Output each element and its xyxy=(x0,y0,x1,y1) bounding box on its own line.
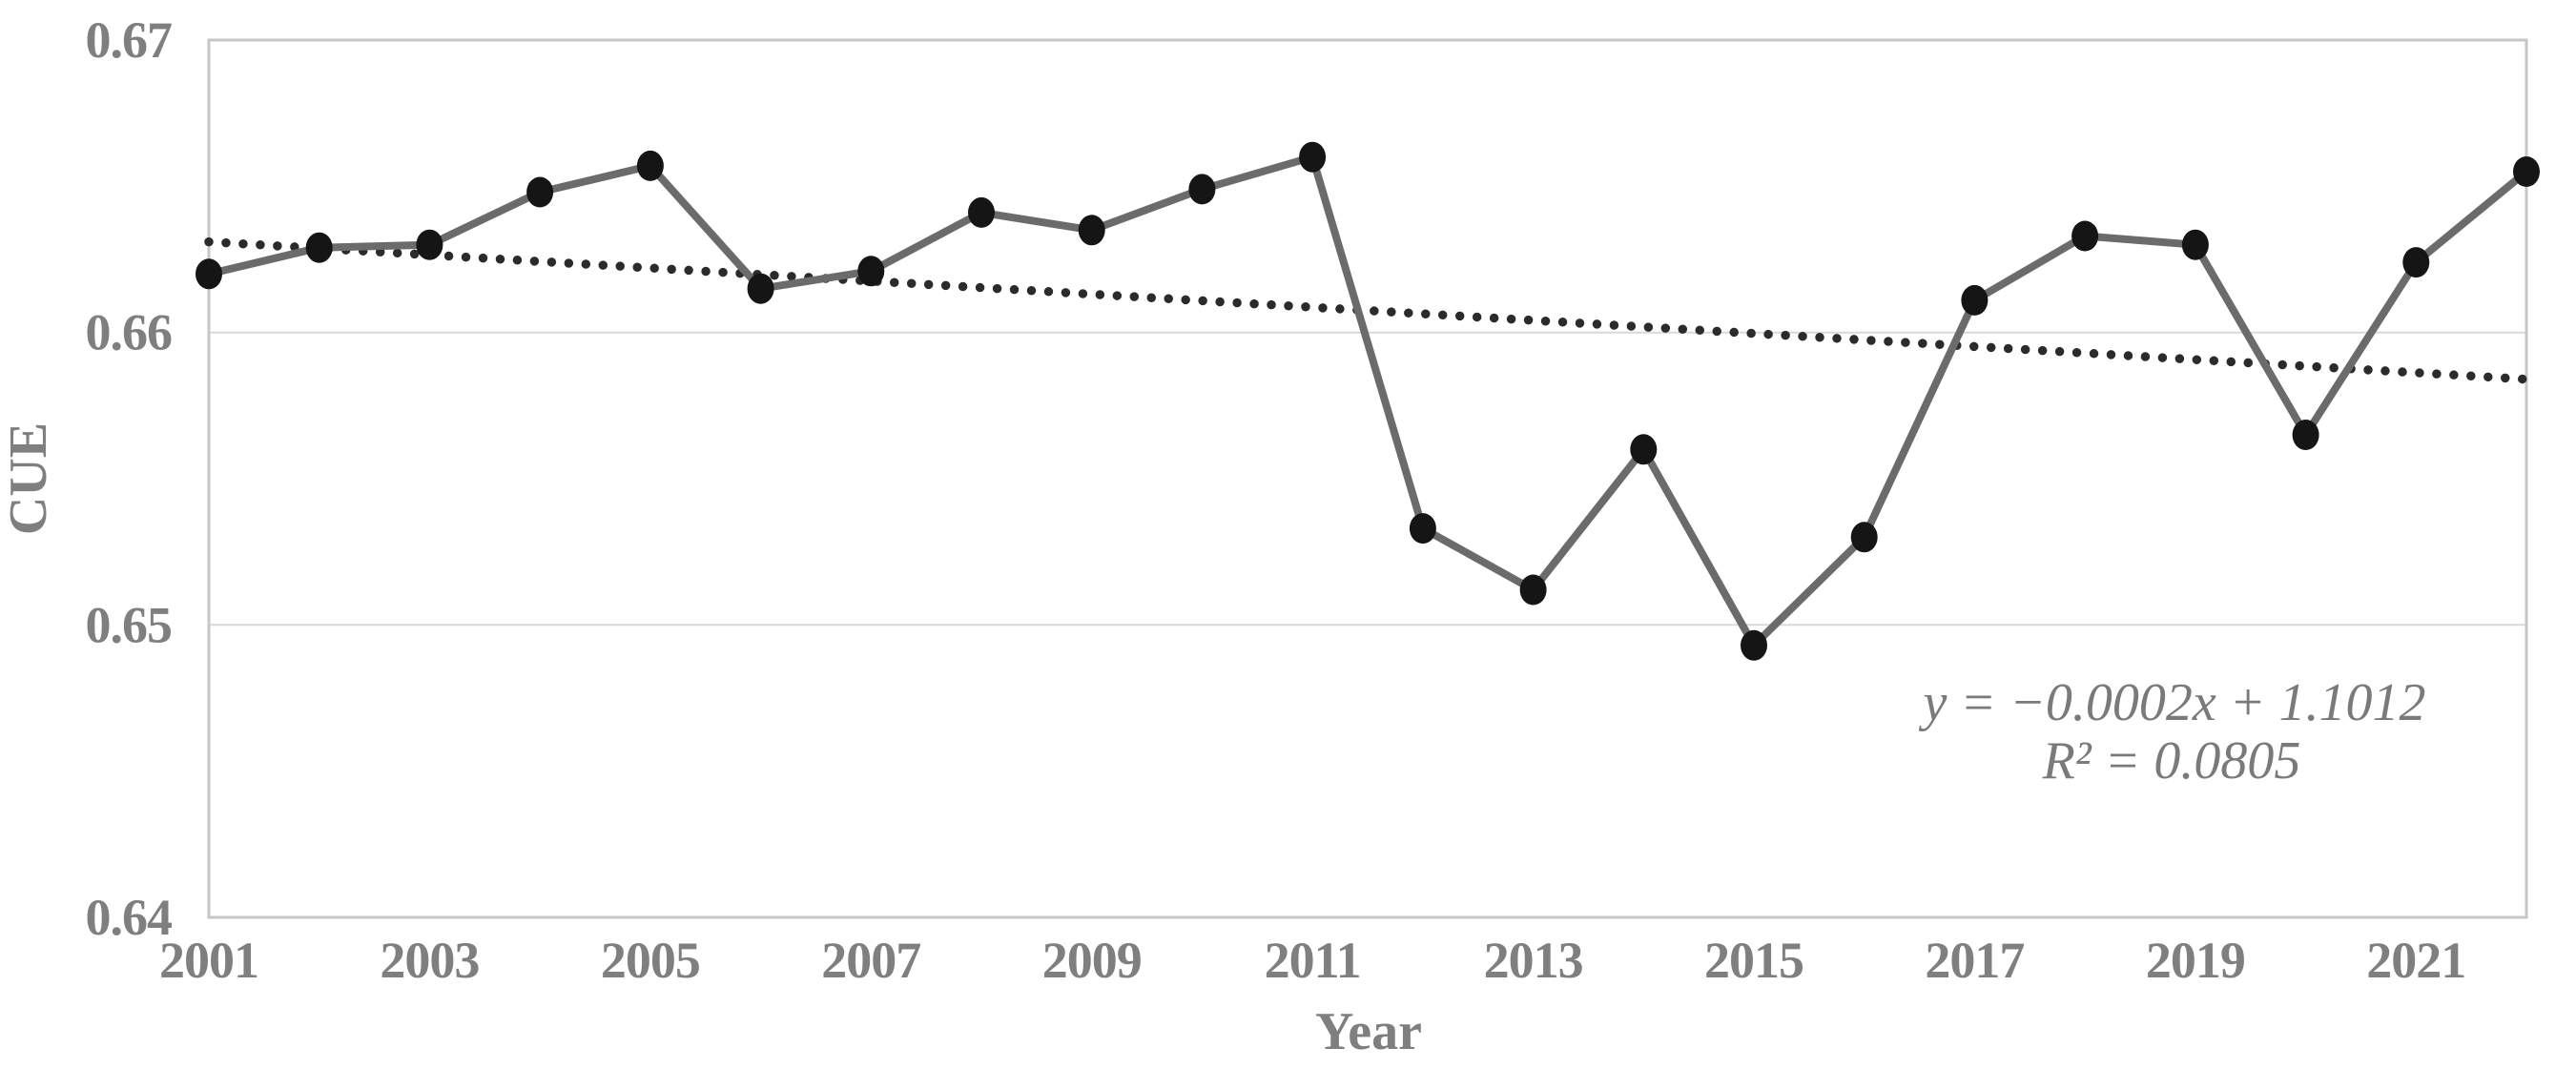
y-tick-label: 0.64 xyxy=(86,889,173,946)
data-point xyxy=(305,232,333,263)
x-tick-label: 2021 xyxy=(2366,932,2465,989)
data-point xyxy=(1188,174,1216,205)
x-tick-label: 2007 xyxy=(821,932,920,989)
data-point xyxy=(1078,215,1105,246)
y-tick-label: 0.67 xyxy=(86,11,173,69)
data-point xyxy=(1961,284,1989,316)
data-line xyxy=(205,153,2530,649)
trendline xyxy=(204,236,2531,384)
x-tick-label: 2005 xyxy=(601,932,700,989)
data-point xyxy=(1519,574,1547,606)
x-tick-label: 2013 xyxy=(1484,932,1583,989)
x-tick-label: 2003 xyxy=(380,932,479,989)
data-point xyxy=(1299,141,1327,173)
data-point xyxy=(636,150,664,181)
x-tick-label: 2015 xyxy=(1704,932,1803,989)
data-point xyxy=(1741,629,1767,661)
data-point xyxy=(968,196,995,228)
data-point xyxy=(1630,434,1658,465)
axis-title-y: CUE xyxy=(0,422,58,535)
data-point xyxy=(416,229,443,260)
data-point xyxy=(1409,513,1436,544)
data-point xyxy=(1850,522,1878,553)
x-tick-label: 2011 xyxy=(1265,932,1361,989)
plot-border xyxy=(207,38,2528,919)
data-point xyxy=(526,176,554,208)
data-point xyxy=(2181,229,2209,260)
data-point xyxy=(2513,156,2540,187)
x-tick-label: 2001 xyxy=(159,932,258,989)
x-tick-label: 2009 xyxy=(1042,932,1142,989)
trendline-equation: y = −0.0002x + 1.1012 xyxy=(1918,673,2425,732)
data-point xyxy=(857,256,885,287)
r-squared-label: R² = 0.0805 xyxy=(2042,731,2301,791)
y-tick-label: 0.65 xyxy=(86,596,173,653)
data-point xyxy=(2292,420,2319,450)
data-point xyxy=(196,258,222,290)
data-point xyxy=(2402,247,2430,278)
data-point xyxy=(747,273,774,304)
y-tick-label: 0.66 xyxy=(86,304,173,361)
x-tick-label: 2017 xyxy=(1925,932,2024,989)
x-tick-label: 2019 xyxy=(2146,932,2245,989)
data-point xyxy=(2071,220,2099,252)
axis-title-x: Year xyxy=(1315,1002,1422,1061)
